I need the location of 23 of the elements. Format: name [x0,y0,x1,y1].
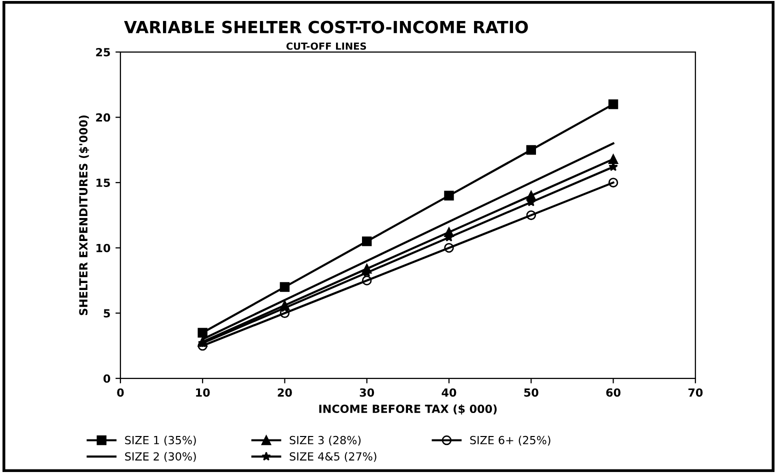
chart-subtitle: CUT-OFF LINES [286,42,366,50]
x-axis-title: INCOME BEFORE TAX ($ 000) [319,404,497,415]
legend-label: SIZE 1 (35%) [125,436,196,446]
x-tick-label: 10 [196,388,210,397]
y-axis-title: SHELTER EXPENDITURES ($'000) [78,115,90,316]
y-tick-label: 15 [96,178,110,187]
y-tick-label: 0 [104,374,110,383]
x-tick-label: 30 [360,388,374,397]
legend-label: SIZE 6+ (25%) [470,436,550,446]
x-tick-label: 0 [117,388,124,397]
legend-label: SIZE 2 (30%) [125,452,196,462]
x-tick-label: 20 [278,388,292,397]
y-tick-label: 20 [96,113,110,122]
legend-label: SIZE 3 (28%) [290,436,361,446]
y-tick-label: 5 [104,309,110,318]
y-tick-label: 10 [96,244,110,252]
chart-title: VARIABLE SHELTER COST-TO-INCOME RATIO [124,20,528,34]
x-tick-label: 70 [688,388,703,397]
legend-label: SIZE 4&5 (27%) [290,452,376,462]
x-tick-label: 50 [524,388,538,397]
x-tick-label: 40 [442,388,456,397]
x-tick-label: 60 [606,388,620,397]
y-tick-label: 25 [96,48,110,56]
